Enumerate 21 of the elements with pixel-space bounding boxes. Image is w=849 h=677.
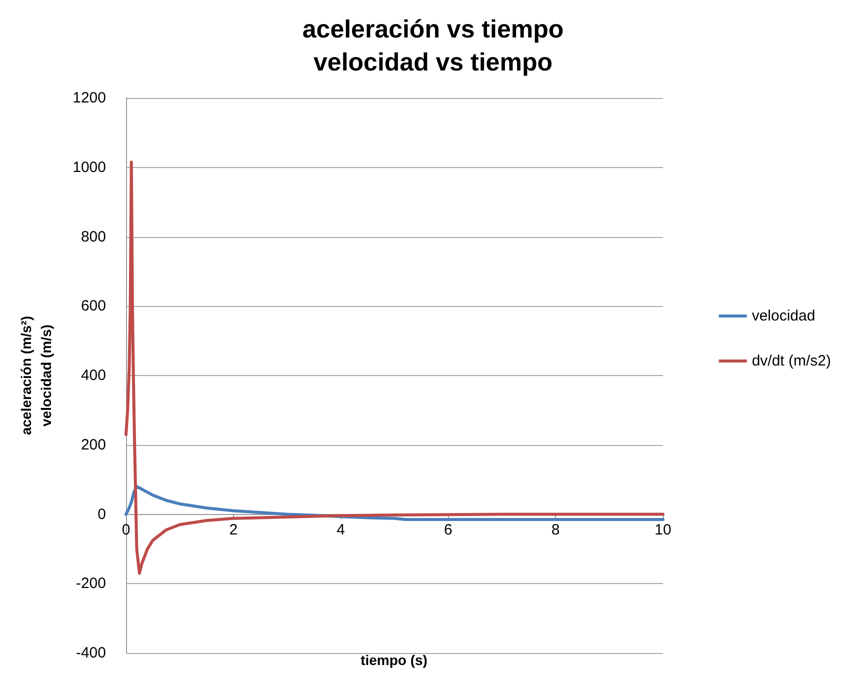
x-tick-label: 10 (654, 521, 672, 538)
x-axis-title: tiempo (s) (360, 652, 428, 668)
y-tick-label: 400 (80, 367, 106, 384)
y-tick-label: 600 (80, 298, 106, 315)
y-tick-label: 0 (98, 506, 106, 523)
y-tick-label: 1000 (72, 158, 106, 176)
legend-label: velocidad (752, 308, 816, 324)
legend-label: dv/dt (m/s2) (752, 352, 832, 370)
y-tick-label: 200 (80, 436, 106, 454)
y-axis-title: aceleración (m/s²) velocidad (m/s) (18, 316, 54, 436)
y-tick-label: -200 (76, 575, 106, 592)
x-tick-label: 2 (229, 521, 238, 538)
x-tick-label: 6 (444, 521, 452, 538)
x-tick-label: 8 (551, 521, 560, 538)
x-tick-label: 4 (336, 521, 345, 538)
x-tick-label: 0 (122, 521, 130, 538)
chart-title: aceleración vs tiempo velocidad vs tiempo (302, 16, 564, 76)
y-tick-label: 1200 (72, 90, 106, 106)
line-series (124, 485, 664, 521)
y-tick-label: -400 (76, 644, 106, 662)
y-tick-label: 800 (80, 228, 106, 246)
